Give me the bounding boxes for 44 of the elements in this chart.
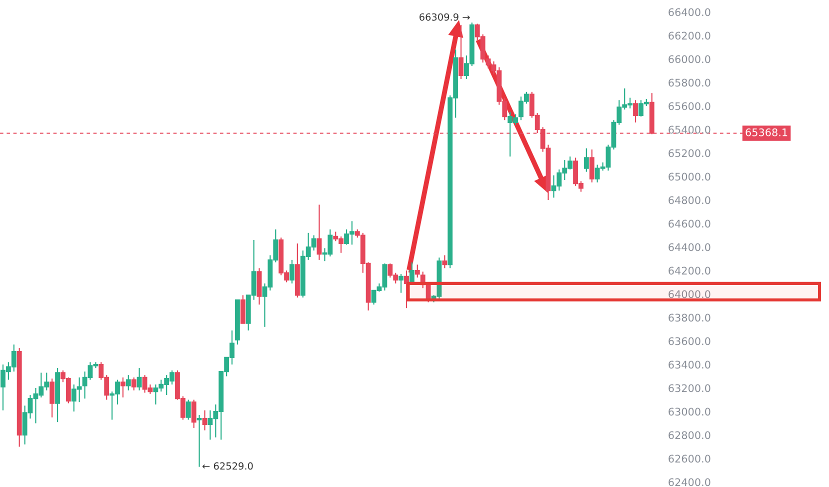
y-tick-label: 65000.0 xyxy=(668,172,710,181)
candlestick xyxy=(240,294,246,324)
candlestick xyxy=(136,367,142,391)
y-tick-label: 63000.0 xyxy=(668,408,710,416)
y-tick-label: 66200.0 xyxy=(668,32,710,40)
y-tick-label: 64800.0 xyxy=(668,196,710,204)
candlestick xyxy=(126,374,131,391)
candlestick xyxy=(316,204,322,260)
y-tick-label: 63400.0 xyxy=(668,360,710,369)
y-tick-label: 64200.0 xyxy=(668,266,710,275)
candlestick xyxy=(186,399,191,420)
y-tick-label: 63600.0 xyxy=(668,337,710,346)
y-tick-label: 63800.0 xyxy=(668,314,710,322)
candlestick xyxy=(290,259,294,284)
candlestick xyxy=(131,376,136,391)
y-tick-label: 64000.0 xyxy=(668,290,710,298)
candlestick xyxy=(50,378,55,418)
y-tick-label: 62800.0 xyxy=(668,431,710,440)
y-tick-label: 65200.0 xyxy=(668,149,710,158)
y-tick-label: 65400.0 xyxy=(668,126,710,134)
candlestick xyxy=(404,270,409,309)
y-tick-label: 66000.0 xyxy=(668,55,710,64)
candlestick xyxy=(191,399,196,429)
annotation: ← 62529.0 xyxy=(202,462,253,470)
candlestick xyxy=(398,273,404,294)
candlestick xyxy=(458,24,464,80)
ref-line-label: 65368.1 xyxy=(746,128,788,136)
candlestick xyxy=(442,254,448,269)
y-tick-label: 66400.0 xyxy=(668,8,710,16)
candlestick xyxy=(414,264,420,278)
candlestick xyxy=(589,148,594,183)
y-tick-label: 63200.0 xyxy=(668,384,710,392)
candlestick xyxy=(633,100,638,124)
y-tick-label: 62600.0 xyxy=(668,454,710,463)
y-tick-label: 65800.0 xyxy=(668,78,710,87)
candlestick xyxy=(120,376,126,398)
annotation: 66309.9 → xyxy=(420,13,470,21)
candlestick xyxy=(202,410,208,431)
y-tick-label: 64600.0 xyxy=(668,220,710,228)
candlestick xyxy=(196,414,202,468)
y-tick-label: 62400.0 xyxy=(668,478,710,486)
y-tick-label: 65600.0 xyxy=(668,102,710,110)
y-tick-label: 64400.0 xyxy=(668,243,710,252)
candlestick xyxy=(584,148,589,172)
